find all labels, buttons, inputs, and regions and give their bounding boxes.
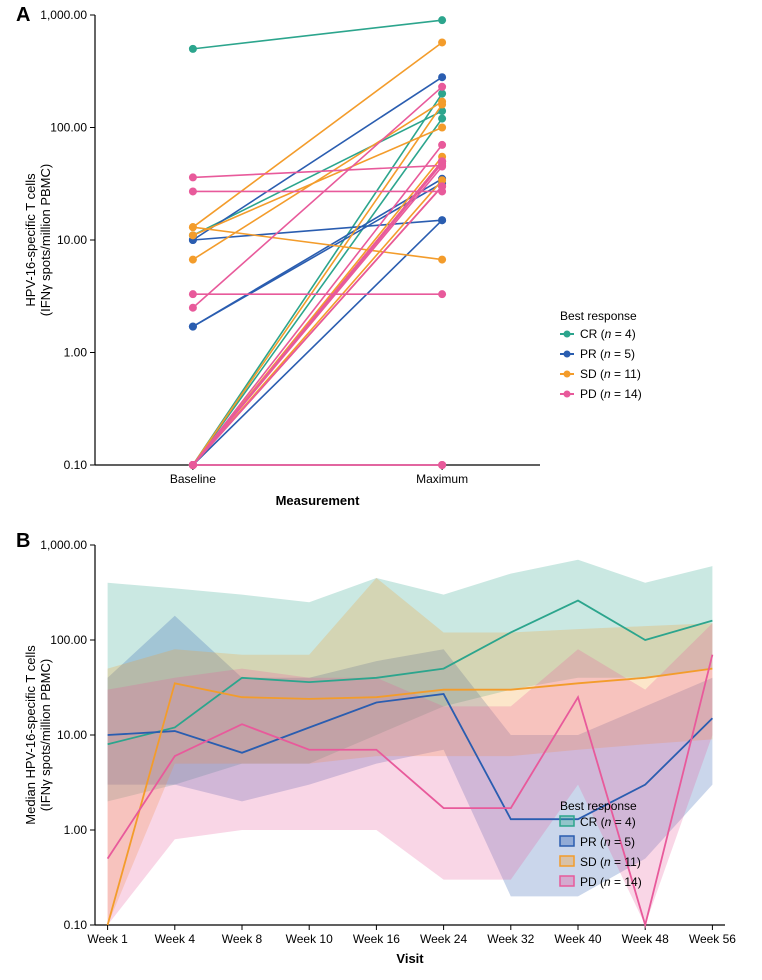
svg-text:Measurement: Measurement — [276, 493, 360, 508]
svg-text:1,000.00: 1,000.00 — [40, 8, 87, 22]
svg-text:0.10: 0.10 — [64, 458, 88, 472]
svg-text:Week 10: Week 10 — [286, 932, 333, 946]
svg-text:PR (n = 5): PR (n = 5) — [580, 835, 635, 849]
svg-text:0.10: 0.10 — [64, 918, 88, 932]
svg-text:10.00: 10.00 — [57, 233, 87, 247]
svg-text:Week 16: Week 16 — [353, 932, 400, 946]
panel-a-label: A — [16, 4, 30, 27]
panel-b-label: B — [16, 530, 30, 553]
svg-text:100.00: 100.00 — [50, 121, 87, 135]
svg-text:100.00: 100.00 — [50, 633, 87, 647]
panel-a: 0.10 1.00 10.00 100.00 1,000.00 Baseline Maxim… — [23, 8, 642, 508]
svg-text:HPV-16-specific T cells(IFNγ s: HPV-16-specific T cells(IFNγ spots/milli… — [23, 164, 53, 316]
svg-text:PR (n = 5): PR (n = 5) — [580, 347, 635, 361]
svg-text:Best response: Best response — [560, 309, 637, 323]
svg-text:CR (n = 4): CR (n = 4) — [580, 327, 636, 341]
svg-text:Baseline: Baseline — [170, 472, 216, 486]
svg-text:Week 8: Week 8 — [222, 932, 263, 946]
svg-text:Week 48: Week 48 — [622, 932, 669, 946]
svg-text:Week 40: Week 40 — [554, 932, 601, 946]
svg-text:Week 1: Week 1 — [87, 932, 128, 946]
svg-text:1.00: 1.00 — [64, 346, 88, 360]
svg-text:Week 32: Week 32 — [487, 932, 534, 946]
svg-text:1,000.00: 1,000.00 — [40, 538, 87, 552]
svg-text:Maximum: Maximum — [416, 472, 468, 486]
chart-svg: 0.10 1.00 10.00 100.00 1,000.00 Baseline Maxim… — [0, 0, 762, 980]
svg-text:SD (n = 11): SD (n = 11) — [580, 855, 641, 869]
panel-b: 0.10 1.00 10.00 100.00 1,000.00 Week 1 Week 4 W… — [23, 538, 736, 966]
svg-text:Median HPV-16-specific T cells: Median HPV-16-specific T cells(IFNγ spot… — [23, 645, 53, 825]
svg-text:Week 4: Week 4 — [155, 932, 196, 946]
svg-text:SD (n = 11): SD (n = 11) — [580, 367, 641, 381]
svg-text:1.00: 1.00 — [64, 823, 88, 837]
svg-text:PD (n = 14): PD (n = 14) — [580, 387, 642, 401]
svg-text:PD (n = 14): PD (n = 14) — [580, 875, 642, 889]
svg-text:Visit: Visit — [396, 951, 424, 966]
figure: A B 0.10 1.00 10.00 100.00 1,000.00 Baseline M… — [0, 0, 762, 980]
svg-text:Week 24: Week 24 — [420, 932, 467, 946]
svg-text:10.00: 10.00 — [57, 728, 87, 742]
svg-text:Best response: Best response — [560, 799, 637, 813]
svg-text:CR (n = 4): CR (n = 4) — [580, 815, 636, 829]
svg-text:Week 56: Week 56 — [689, 932, 736, 946]
